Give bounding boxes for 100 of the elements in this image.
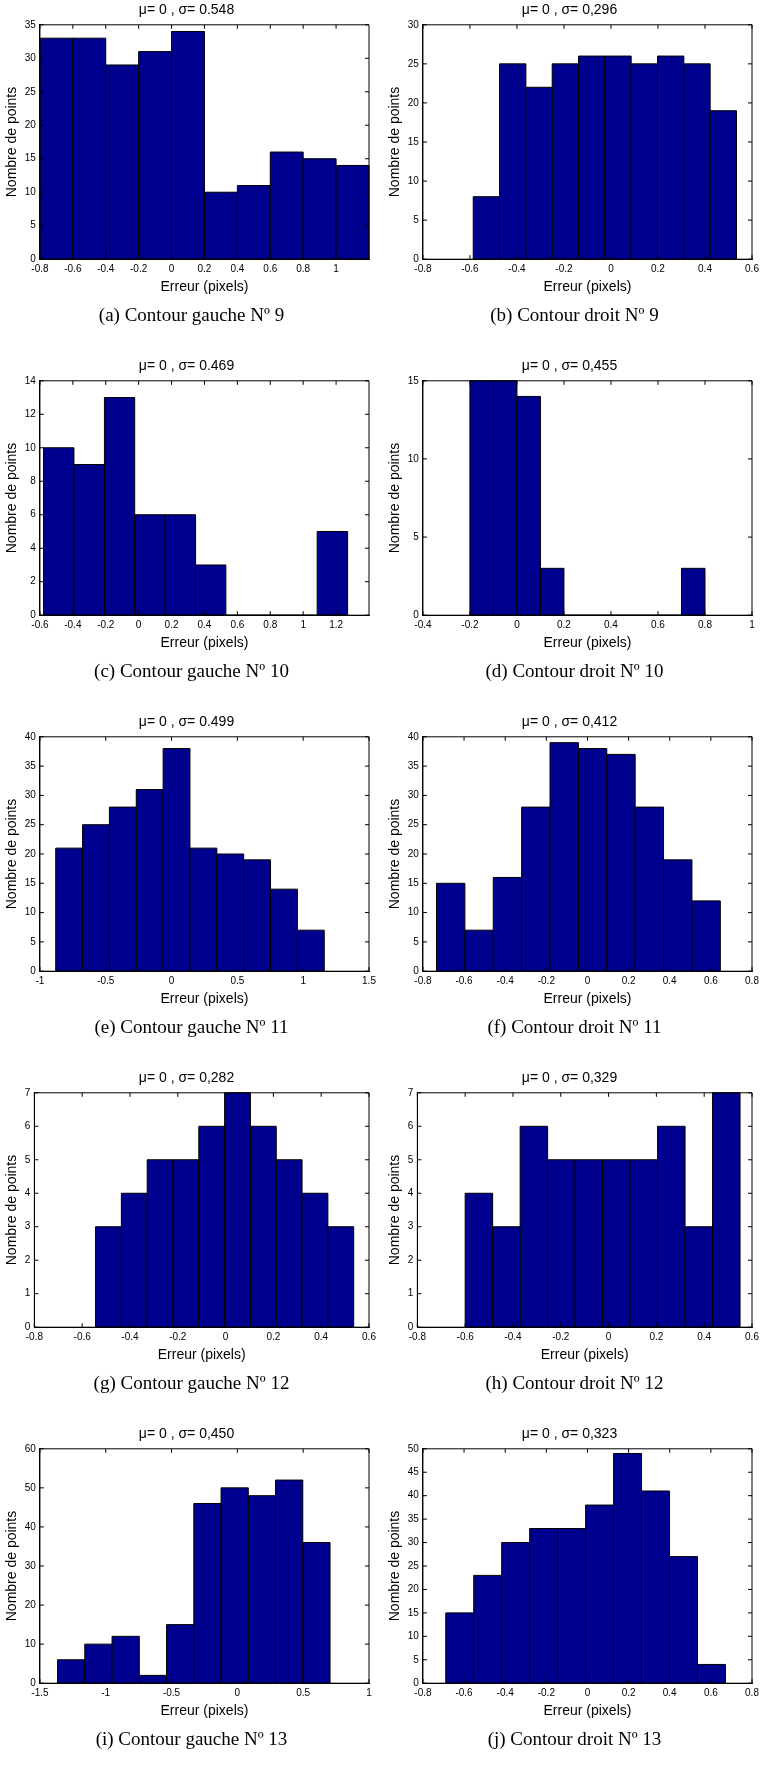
x-tick-label: -1: [35, 974, 45, 986]
y-tick-label: 30: [24, 1559, 37, 1571]
x-tick-label: -0.2: [537, 974, 556, 986]
x-axis-title: Erreur (pixels): [543, 634, 632, 651]
x-tick-label: 0.8: [745, 1686, 760, 1698]
y-tick-label: 1: [24, 1287, 31, 1299]
text: (f) Contour droit Nº 11: [486, 1016, 663, 1038]
y-tick-label: 30: [24, 789, 37, 801]
y-tick-label: 6: [24, 1120, 31, 1132]
x-tick-label: -0.4: [508, 262, 526, 274]
x-tick-label: 1.5: [362, 974, 377, 986]
y-axis-title: Nombre de points: [3, 798, 20, 910]
text: (c) Contour gauche Nº 10: [93, 660, 290, 682]
y-tick-label: 0: [413, 1676, 420, 1688]
y-tick-label: 20: [407, 1583, 420, 1595]
x-tick-label: 0.5: [296, 1686, 311, 1698]
y-tick-label: 5: [413, 935, 420, 947]
y-axis-title: Nombre de points: [386, 798, 403, 910]
text: (i) Contour gauche Nº 13: [94, 1728, 289, 1750]
x-tick-label: 0.2: [651, 262, 666, 274]
y-tick-label: 40: [407, 1489, 420, 1501]
x-axis-title: Erreur (pixels): [540, 1346, 629, 1363]
x-tick-label: 0: [168, 974, 175, 986]
x-tick-label: -0.6: [31, 618, 49, 630]
y-tick-label: 50: [407, 1442, 420, 1454]
x-tick-label: -0.2: [552, 1330, 570, 1342]
y-tick-label: 10: [24, 185, 37, 197]
y-tick-label: 15: [407, 374, 420, 386]
x-tick-label: 1: [300, 974, 307, 986]
y-axis-title: Nombre de points: [3, 1510, 20, 1622]
y-tick-label: 10: [24, 906, 37, 918]
y-tick-label: 5: [413, 530, 420, 542]
y-tick-label: 7: [24, 1086, 31, 1098]
x-tick-label: -0.2: [169, 1330, 187, 1342]
y-tick-label: 35: [24, 759, 37, 771]
x-tick-label: -0.4: [97, 262, 115, 274]
x-tick-label: -0.6: [455, 1686, 474, 1698]
y-tick-label: 0: [407, 1320, 414, 1332]
x-tick-label: 0.4: [698, 262, 713, 274]
y-tick-label: 5: [413, 1653, 420, 1665]
y-tick-label: 4: [407, 1187, 414, 1199]
y-tick-label: 5: [407, 1153, 414, 1165]
x-tick-label: 1: [333, 262, 340, 274]
y-axis-title: Nombre de points: [386, 442, 403, 554]
y-axis-title: Nombre de points: [3, 442, 20, 554]
y-tick-label: 0: [413, 252, 420, 264]
y-tick-label: 20: [24, 1598, 37, 1610]
x-tick-label: 0: [584, 1686, 591, 1698]
x-axis-title: Erreur (pixels): [160, 634, 249, 651]
y-tick-label: 10: [407, 1630, 420, 1642]
x-tick-label: 0.8: [263, 618, 278, 630]
x-tick-label: 0.2: [621, 974, 636, 986]
y-tick-label: 10: [407, 906, 420, 918]
y-tick-label: 25: [24, 85, 37, 97]
x-tick-label: 0: [584, 974, 591, 986]
x-tick-label: -0.4: [121, 1330, 140, 1342]
x-tick-label: 1: [749, 618, 756, 630]
chart-title: μ= 0 , σ= 0,296: [521, 1, 618, 18]
y-tick-label: 10: [24, 1637, 37, 1649]
y-tick-label: 35: [407, 1512, 420, 1524]
x-tick-label: -1: [101, 1686, 111, 1698]
y-tick-label: 25: [24, 818, 37, 830]
y-tick-label: 45: [407, 1465, 420, 1477]
y-tick-label: 6: [30, 508, 37, 520]
y-tick-label: 5: [30, 219, 37, 231]
text: (d) Contour droit Nº 10: [484, 660, 665, 682]
text: (a) Contour gauche Nº 9: [97, 304, 286, 326]
x-tick-label: 0.8: [745, 974, 760, 986]
x-tick-label: 0.4: [230, 262, 245, 274]
x-tick-label: -1.5: [31, 1686, 49, 1698]
x-tick-label: -0.2: [555, 262, 574, 274]
text: (j) Contour droit Nº 13: [486, 1728, 663, 1750]
y-tick-label: 15: [24, 152, 37, 164]
x-tick-label: -0.4: [64, 618, 82, 630]
x-tick-label: 1.2: [329, 618, 344, 630]
y-axis-title: Nombre de points: [386, 86, 403, 198]
y-tick-label: 30: [407, 789, 420, 801]
y-tick-label: 20: [407, 96, 420, 108]
x-tick-label: -0.8: [25, 1330, 44, 1342]
x-tick-label: 0.6: [703, 1686, 719, 1698]
x-tick-label: 0.4: [314, 1330, 329, 1342]
y-tick-label: 0: [413, 964, 420, 976]
x-tick-label: 0.8: [296, 262, 311, 274]
chart-title: μ= 0 , σ= 0.499: [138, 713, 235, 730]
y-tick-label: 35: [407, 759, 420, 771]
y-tick-label: 0: [30, 964, 37, 976]
x-tick-label: -0.4: [504, 1330, 523, 1342]
x-tick-label: 0: [608, 262, 615, 274]
y-tick-label: 40: [407, 730, 420, 742]
y-tick-label: 5: [30, 935, 37, 947]
y-tick-label: 30: [407, 1536, 420, 1548]
y-tick-label: 6: [407, 1120, 414, 1132]
x-tick-label: 0.6: [745, 262, 760, 274]
x-tick-label: 0.2: [557, 618, 572, 630]
y-tick-label: 30: [407, 18, 420, 30]
y-tick-label: 12: [24, 408, 37, 420]
x-tick-label: -0.6: [73, 1330, 92, 1342]
y-tick-label: 3: [24, 1220, 31, 1232]
x-tick-label: 0.8: [698, 618, 713, 630]
y-tick-label: 0: [413, 608, 420, 620]
